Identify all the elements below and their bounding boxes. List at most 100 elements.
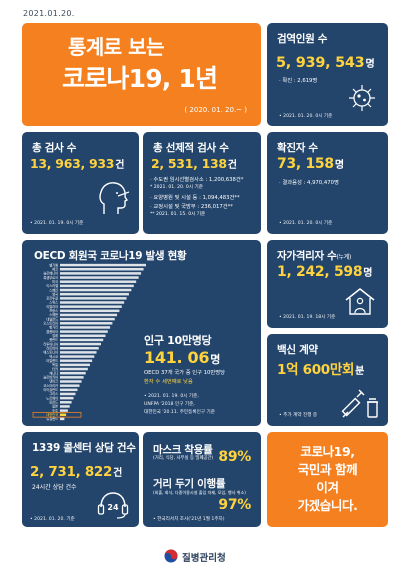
headset-number: 24 [107, 503, 119, 512]
oecd-bar [60, 346, 99, 350]
oecd-country-label: 코스타리카 [43, 383, 58, 388]
distance-unit: % [237, 497, 251, 513]
oecd-bar [60, 413, 67, 417]
oecd-country-label: 벨기에 [49, 263, 58, 267]
oecd-bar [60, 309, 120, 313]
slogan-line1: 코로나19, [300, 444, 355, 459]
agency-name: 질병관리청 [182, 553, 226, 564]
oecd-bar [60, 355, 95, 358]
callcenter-title: 1339 콜센터 상담 건수 [32, 442, 136, 454]
oecd-bar [60, 263, 146, 267]
distance-value-row: 97% [218, 497, 251, 513]
oecd-country-label: 체코 [52, 266, 58, 271]
confirmed-foot: • 2021. 01. 20. 0시 기준 [279, 221, 333, 226]
oecd-country-label: 뉴질랜드 [46, 416, 58, 421]
total-tests-title: 총 검사 수 [32, 142, 77, 154]
confirmed-value-row: 73, 158명 [277, 156, 344, 172]
oecd-country-label: 룩셈부르크 [43, 275, 58, 280]
oecd-country-label: 스페인 [49, 287, 58, 292]
oecd-bar [60, 267, 144, 271]
preemptive-tests-value-row: 2, 531, 138건 [151, 156, 237, 171]
preemptive-tests-value: 2, 531, 138 [151, 156, 227, 171]
oecd-bar [60, 326, 111, 329]
total-tests-foot: • 2021. 01. 19. 0시 기준 [30, 221, 84, 226]
self-quarantine-value: 1, 242, 598 [277, 264, 363, 280]
self-quarantine-title-row: 자가격리자 수(누계) [277, 248, 351, 263]
total-tests-value-row: 13, 963, 933건 [30, 156, 124, 171]
per100k-desc1: OECD 37개 국가 중 인구 10만명당 [144, 370, 226, 376]
publish-date: 2021.01.20. [23, 9, 75, 18]
oecd-country-label: 이탈리아 [46, 304, 58, 309]
self-quarantine-foot: • 2021. 01. 19. 18시 기준 [279, 315, 336, 320]
oecd-bar [60, 334, 106, 338]
oecd-country-label: 스위스 [49, 300, 58, 305]
preemptive-line: · 수도권 임시선별검사소 : 1,200,638건* [150, 177, 244, 183]
preemptive-line: * 2021. 01. 20. 0시 기준 [150, 185, 203, 191]
oecd-country-label: 포르투갈 [46, 296, 58, 301]
vaccine-card: 백신 계약 1억 600만회분 • 추가 계약 진행 중 [267, 334, 388, 426]
preemptive-line: · 교정시설 및 국방부 : 236,017건** [150, 203, 233, 210]
oecd-bar [60, 330, 108, 333]
agency-footer: 질병관리청 [0, 545, 410, 567]
callcenter-card: 1339 콜센터 상담 건수 2, 731, 822건 24시간 상담 건수 2… [22, 432, 139, 527]
virus-icon [349, 85, 375, 111]
oecd-foot2: UNFPA '2018 인구 기준, [144, 402, 195, 407]
oecd-bar [60, 388, 78, 392]
per100k-value: 141. 06 [144, 348, 210, 367]
oecd-bar [60, 367, 88, 371]
oecd-bar [60, 380, 82, 383]
preemptive-line: ** 2021. 01. 15. 0시 기준 [150, 211, 206, 217]
hero-title-line1: 통계로 보는 [68, 35, 164, 59]
oecd-bar [60, 371, 86, 375]
oecd-country-label: 캐나다 [49, 370, 58, 375]
oecd-country-label: 대한민국 [46, 412, 58, 417]
self-quarantine-title: 자가격리자 수 [277, 250, 337, 262]
oecd-bar-chart: 벨기에체코슬로베니아룩셈부르크미국이스라엘스페인영국포르투갈스위스이탈리아프랑스… [32, 263, 146, 421]
oecd-bar [60, 342, 101, 346]
confirmed-unit: 명 [334, 160, 344, 171]
oecd-country-label: 이스라엘 [46, 283, 58, 288]
oecd-country-label: 칠레 [52, 333, 58, 338]
confirmed-detail: · 결과음성 : 4,970,470명 [279, 180, 339, 186]
oecd-country-label: 아이슬란드 [43, 387, 58, 392]
oecd-bar [60, 317, 115, 321]
total-tests-value: 13, 963, 933 [30, 156, 115, 171]
oecd-country-label: 에스토니아 [43, 350, 58, 355]
oecd-country-label: 멕시코 [49, 354, 58, 359]
oecd-bar [60, 313, 118, 317]
oecd-bar [60, 405, 70, 408]
oecd-bar [60, 376, 84, 379]
oecd-bar [60, 351, 97, 354]
hero-card: 통계로 보는 코로나19, 1년 ( 2020. 01. 20.~ ) [22, 23, 261, 126]
hero-title-line2: 코로나19, 1년 [62, 64, 218, 93]
hero-period: ( 2020. 01. 20.~ ) [184, 106, 247, 114]
oecd-country-label: 미국 [52, 279, 58, 284]
callcenter-value: 2, 731, 822 [30, 464, 113, 480]
oecd-bar [60, 338, 104, 342]
self-quarantine-title-suffix: (누계) [336, 254, 352, 261]
oecd-country-label: 라트비아 [46, 345, 58, 350]
quarantine-check-title: 검역인원 수 [277, 33, 328, 45]
oecd-bar [60, 417, 65, 421]
habits-foot: • 한국리서치 조사('21년 1월 1주차) [153, 517, 225, 522]
slogan-line2: 국민과 함께 [297, 462, 358, 478]
taegeuk-logo-icon [164, 549, 178, 563]
mask-unit: % [237, 449, 251, 465]
oecd-foot1: • 2021. 01. 19. 0시 기준, [144, 394, 199, 399]
confirmed-card: 확진자 수 73, 158명 · 결과음성 : 4,970,470명 • 202… [267, 132, 388, 234]
oecd-country-label: 헝가리 [49, 325, 58, 330]
preemptive-line: · 요양병원 및 시설 등 : 1,094,483건** [150, 195, 240, 202]
total-tests-unit: 건 [115, 160, 125, 171]
house-person-icon [345, 288, 375, 315]
oecd-bar [60, 359, 93, 362]
quarantine-check-card: 검역인원 수 5, 939, 543명 · 확진 : 2,619명 • 2021… [267, 23, 388, 126]
oecd-bar [60, 284, 134, 288]
quarantine-check-detail: · 확진 : 2,619명 [279, 78, 318, 84]
oecd-country-label: 슬로베니아 [43, 271, 58, 276]
oecd-bar [60, 384, 80, 387]
quarantine-check-value-row: 5, 939, 543명 [276, 55, 375, 71]
vaccine-unit: 분 [355, 366, 365, 377]
oecd-country-label: 콜롬비아 [46, 329, 58, 334]
oecd-foot3: 대한민국 '20.11. 주민등록인구 기준 [144, 410, 215, 415]
